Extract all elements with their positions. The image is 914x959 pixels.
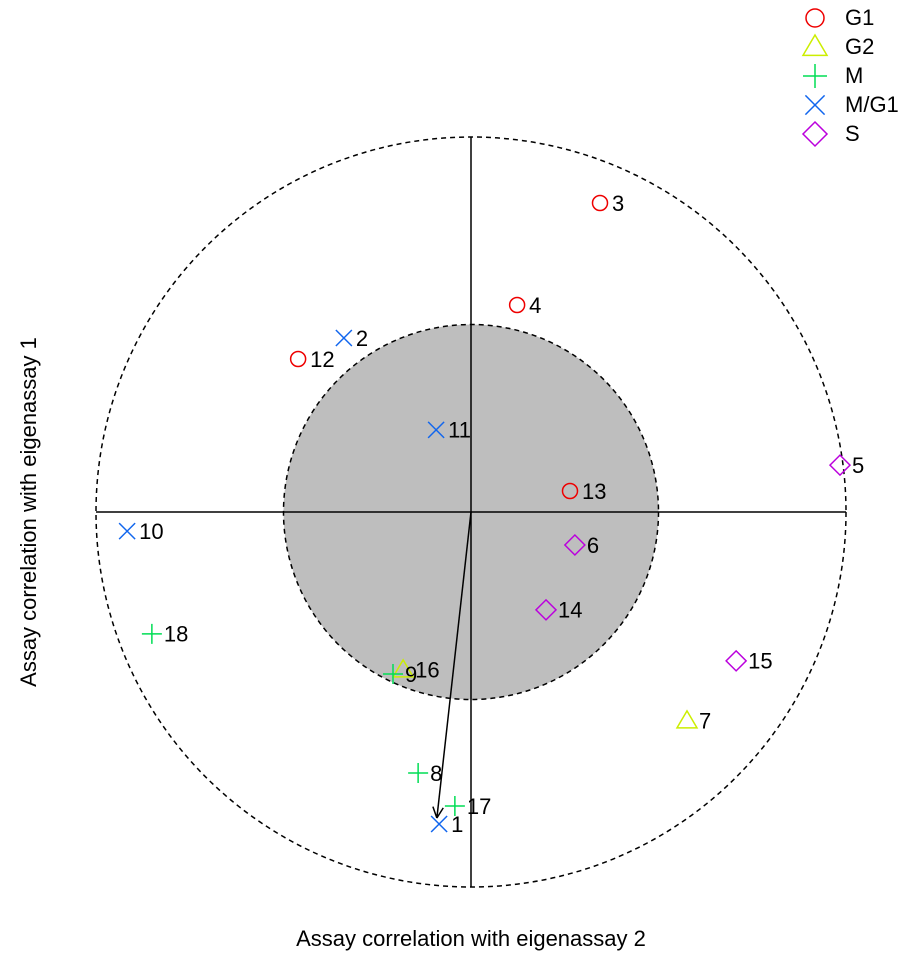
point xyxy=(444,796,465,816)
point-label: 18 xyxy=(164,622,188,647)
point xyxy=(430,815,448,833)
legend-label: G1 xyxy=(845,5,874,30)
point-label: 13 xyxy=(582,479,606,504)
point-label: 17 xyxy=(467,794,491,819)
legend-label: G2 xyxy=(845,34,874,59)
point xyxy=(289,350,307,368)
point-label: 15 xyxy=(748,649,772,674)
point-label: 8 xyxy=(430,761,442,786)
point xyxy=(563,533,586,557)
point xyxy=(675,709,699,729)
legend-label: S xyxy=(845,121,860,146)
legend-symbol xyxy=(801,33,829,57)
point-label: 6 xyxy=(587,533,599,558)
point-label: 14 xyxy=(558,598,582,623)
arrow-head xyxy=(432,806,438,819)
legend-symbol xyxy=(803,64,827,88)
point-label: 16 xyxy=(415,658,439,683)
point-label: 12 xyxy=(310,347,334,372)
legend-symbol xyxy=(805,8,825,28)
point xyxy=(118,522,136,540)
point-label: 3 xyxy=(612,191,624,216)
legend-label: M/G1 xyxy=(845,92,899,117)
point xyxy=(427,421,445,439)
arrow xyxy=(436,511,472,819)
point xyxy=(591,194,609,212)
point-label: 5 xyxy=(852,453,864,478)
point-label: 4 xyxy=(529,293,541,318)
y-axis-title: Assay correlation with eigenassay 1 xyxy=(16,337,41,687)
legend-symbol xyxy=(804,94,826,116)
point xyxy=(383,664,403,684)
point xyxy=(828,454,852,477)
point-label: 10 xyxy=(139,519,163,544)
point-label: 2 xyxy=(356,326,368,351)
point xyxy=(391,658,415,678)
point xyxy=(534,598,558,621)
legend-label: M xyxy=(845,63,863,88)
point-label: 1 xyxy=(451,812,463,837)
point xyxy=(508,296,526,314)
point-label: 7 xyxy=(699,709,711,734)
point xyxy=(725,649,748,672)
x-axis-title: Assay correlation with eigenassay 2 xyxy=(296,926,646,951)
point xyxy=(561,482,579,500)
point-label: 9 xyxy=(405,662,417,687)
arrow-head xyxy=(436,807,444,819)
point-label: 11 xyxy=(448,418,471,443)
legend-symbol xyxy=(801,120,829,148)
point xyxy=(408,763,429,783)
point xyxy=(141,623,162,644)
point xyxy=(335,329,353,347)
